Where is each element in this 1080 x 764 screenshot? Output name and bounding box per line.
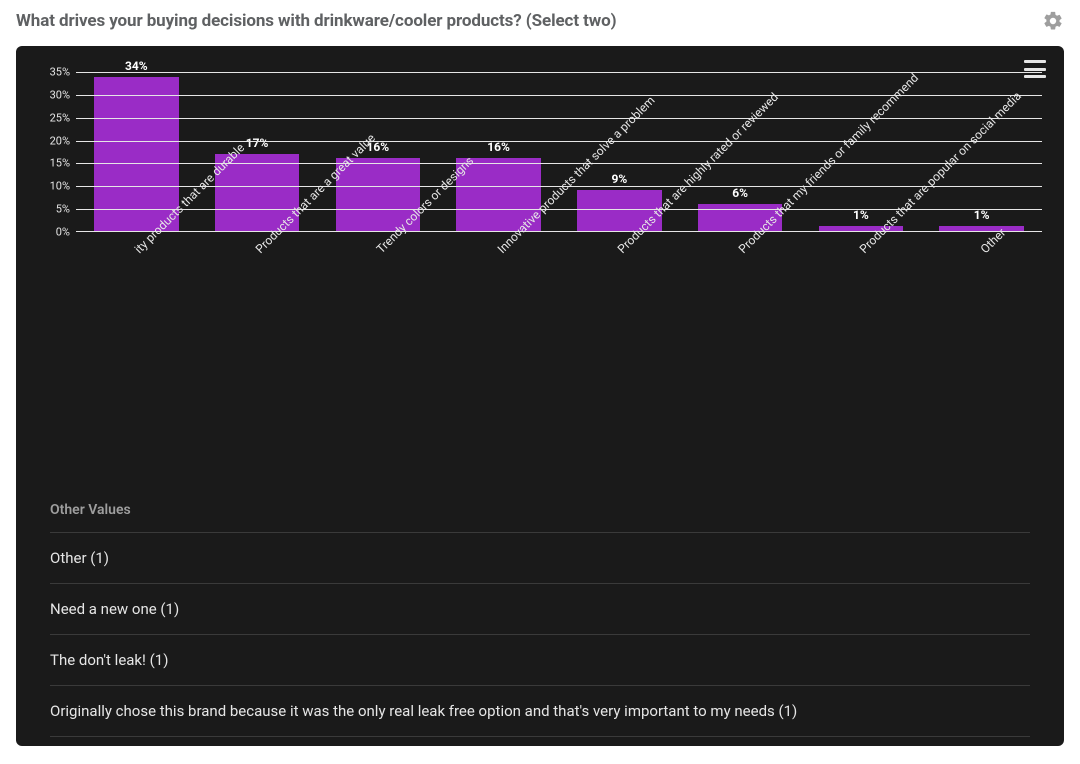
y-tick-label: 15% <box>50 157 70 170</box>
other-value-row: Originally chose this brand because it w… <box>50 685 1030 736</box>
bar-value-label: 34% <box>125 59 148 73</box>
bar[interactable]: 1% <box>939 226 1024 231</box>
bar-value-label: 1% <box>974 208 990 222</box>
bar-chart: 0%5%10%15%20%25%30%35% 34%17%16%16%9%6%1… <box>16 46 1064 476</box>
y-tick-label: 30% <box>50 88 70 101</box>
bar-value-label: 17% <box>246 136 269 150</box>
bar[interactable]: 34% <box>94 77 179 231</box>
gridline <box>76 118 1042 119</box>
other-value-row: The don't leak! (1) <box>50 634 1030 685</box>
y-tick-label: 0% <box>56 226 70 239</box>
bar-value-label: 16% <box>487 140 510 154</box>
other-values-section: Other Values Other (1)Need a new one (1)… <box>16 476 1064 746</box>
y-tick-label: 20% <box>50 134 70 147</box>
bar-value-label: 1% <box>853 208 869 222</box>
bar-value-label: 6% <box>732 186 748 200</box>
gridline <box>76 72 1042 73</box>
page-header: What drives your buying decisions with d… <box>0 0 1080 46</box>
bar-slot: 1% <box>921 72 1042 231</box>
other-values-header: Other Values <box>50 476 1030 532</box>
gridline <box>76 141 1042 142</box>
other-value-row: Need a new one (1) <box>50 583 1030 634</box>
y-axis: 0%5%10%15%20%25%30%35% <box>16 72 76 232</box>
gear-icon[interactable] <box>1042 10 1064 32</box>
other-value-row: Lids that don't harbor mold growth (your… <box>50 736 1030 746</box>
bar-value-label: 9% <box>611 172 627 186</box>
y-tick-label: 35% <box>50 66 70 79</box>
y-tick-label: 10% <box>50 180 70 193</box>
other-value-row: Other (1) <box>50 532 1030 583</box>
x-axis-labels: ity products that are durableProducts th… <box>76 236 1042 456</box>
chart-panel: 0%5%10%15%20%25%30%35% 34%17%16%16%9%6%1… <box>16 46 1064 746</box>
question-title: What drives your buying decisions with d… <box>16 11 617 31</box>
y-tick-label: 5% <box>56 203 70 216</box>
y-tick-label: 25% <box>50 111 70 124</box>
